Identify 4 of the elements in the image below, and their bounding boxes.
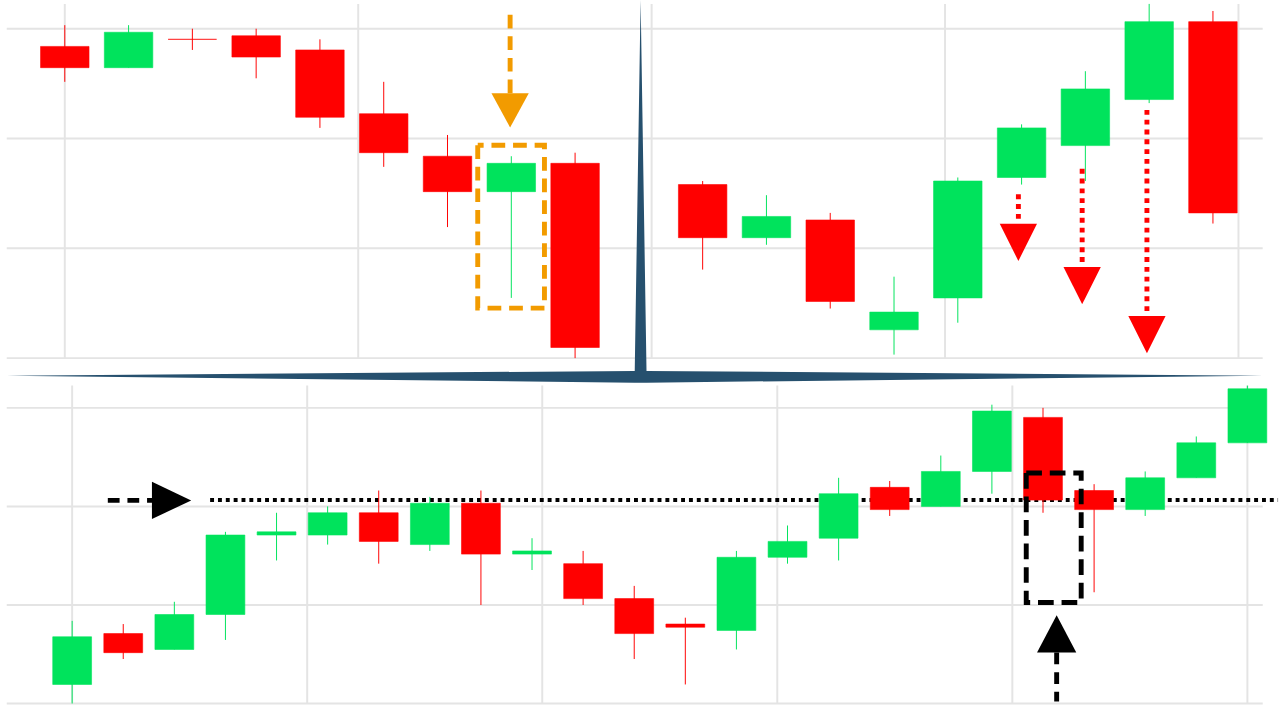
candlestick bbox=[665, 617, 706, 685]
candlestick bbox=[256, 512, 297, 561]
candlestick bbox=[512, 537, 552, 571]
candlestick bbox=[167, 28, 217, 51]
